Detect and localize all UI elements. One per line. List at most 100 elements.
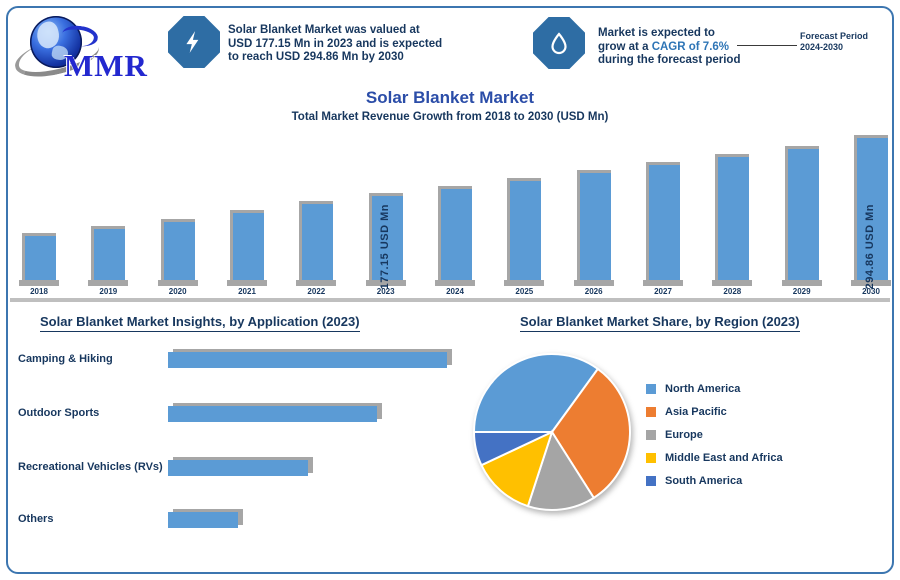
callout-leader-line — [737, 45, 797, 46]
stat2-line2: grow at a CAGR of 7.6% — [598, 40, 730, 53]
x-tick-label: 2023 — [376, 287, 395, 296]
pie-slice-5 — [472, 431, 553, 467]
stat2-line3: during the forecast period — [598, 54, 741, 66]
bar-2019 — [91, 226, 126, 280]
legend-item: South America — [646, 469, 783, 492]
x-tick-label: 2022 — [307, 287, 326, 296]
bar-value-label: 294.86 USD Mn — [864, 203, 876, 289]
bar-pedestal — [88, 280, 129, 286]
x-tick-label: 2021 — [238, 287, 256, 296]
bar-pedestal — [365, 280, 406, 286]
bar-pedestal — [643, 280, 683, 286]
bar-pedestal — [19, 280, 59, 286]
x-tick-label: 2020 — [168, 287, 187, 296]
bar-2018 — [22, 233, 56, 280]
hbar-label: Recreational Vehicles (RVs) — [18, 461, 163, 473]
bar-pedestal — [781, 280, 822, 286]
bar-group-2029: 2029 — [781, 146, 822, 297]
application-bar-chart: Camping & Hiking Outdoor Sports Recreation… — [18, 352, 447, 528]
bar-group-2019: 2019 — [88, 226, 129, 297]
bar-pedestal — [573, 280, 614, 286]
hbar-label: Others — [18, 513, 54, 525]
page-subtitle: Total Market Revenue Growth from 2018 to… — [291, 111, 609, 123]
stat2-text: Market is expected to grow at a CAGR of … — [598, 27, 773, 68]
pie-slice-1 — [472, 353, 600, 433]
bar-2023 — [368, 193, 403, 280]
bar-2029 — [784, 146, 819, 280]
callout-line2: 2024-2030 — [800, 42, 844, 52]
hbar-4 — [168, 512, 238, 528]
bar-2027 — [646, 162, 680, 280]
x-tick-label: 2028 — [723, 287, 742, 296]
bar-pedestal — [851, 280, 891, 286]
hbar-label: Camping & Hiking — [18, 353, 113, 365]
bar-group-2022: 2022 — [296, 201, 337, 297]
bar-pedestal — [712, 280, 753, 286]
x-axis-line — [10, 298, 890, 302]
bar-2022 — [299, 201, 334, 280]
hbar-3 — [168, 460, 308, 476]
bar-group-2018: 2018 — [19, 233, 59, 297]
legend-item: Asia Pacific — [646, 400, 783, 423]
bar-2025 — [507, 178, 542, 280]
left-section-title: Solar Blanket Market Insights, by Applic… — [40, 314, 360, 332]
bar-group-2026: 2026 — [573, 170, 614, 297]
stat1-line2: USD 177.15 Mn in 2023 and is expected — [228, 37, 443, 50]
legend-item: Europe — [646, 423, 783, 446]
bar-pedestal — [157, 280, 198, 286]
bar-pedestal — [435, 280, 475, 286]
bar-group-2027: 2027 — [643, 162, 683, 297]
bar-pedestal — [227, 280, 267, 286]
stat1-line1: Solar Blanket Market was valued at — [228, 24, 420, 36]
pie-legend: North America Asia Pacific Europe Middle Ea… — [646, 377, 783, 492]
callout-line1: Forecast Period — [800, 31, 869, 41]
hbar-2 — [168, 406, 377, 422]
bar-group-2023: 177.15 USD Mn 2023 — [365, 193, 406, 297]
stat1-text: Solar Blanket Market was valued at USD 1… — [228, 24, 468, 65]
bar-group-2020: 2020 — [157, 219, 198, 297]
region-pie-chart — [472, 353, 631, 511]
bar-2024 — [438, 186, 472, 280]
bar-2030 — [854, 135, 888, 280]
bar-group-2025: 2025 — [504, 178, 545, 297]
bar-pedestal — [504, 280, 545, 286]
legend-marker — [646, 452, 656, 463]
x-tick-label: 2018 — [30, 287, 48, 296]
logo-text: MMR — [64, 48, 148, 83]
hbar-label: Outdoor Sports — [18, 407, 100, 419]
revenue-bar-chart: 2018 2019 2020 2021 2022 177.15 USD Mn 2023 202… — [19, 127, 891, 297]
legend-item: Middle East and Africa — [646, 446, 783, 469]
x-tick-label: 2025 — [515, 287, 534, 296]
bar-group-2024: 2024 — [435, 186, 475, 297]
legend-marker — [646, 383, 656, 394]
mmr-logo: MMR — [11, 10, 166, 85]
pie-slice-2 — [550, 367, 631, 500]
legend-label: Europe — [665, 428, 703, 441]
x-tick-label: 2027 — [654, 287, 672, 296]
callout-text: Forecast Period 2024-2030 — [800, 31, 885, 53]
legend-marker — [646, 475, 656, 486]
x-tick-label: 2026 — [584, 287, 603, 296]
stat-badge-2 — [533, 17, 585, 69]
bar-pedestal — [296, 280, 337, 286]
bar-2020 — [160, 219, 195, 280]
pie-slice-4 — [480, 430, 554, 508]
page-title: Solar Blanket Market — [365, 88, 535, 107]
right-section-title: Solar Blanket Market Share, by Region (2… — [520, 314, 800, 332]
stat2-line1: Market is expected to — [598, 27, 715, 39]
legend-label: Asia Pacific — [665, 405, 727, 418]
pie-slice-3 — [526, 429, 596, 511]
bar-group-2021: 2021 — [227, 210, 267, 297]
x-tick-label: 2029 — [792, 287, 811, 296]
legend-item: North America — [646, 377, 783, 400]
water-drop-icon — [551, 32, 567, 55]
x-tick-label: 2030 — [862, 287, 880, 296]
legend-marker — [646, 429, 656, 440]
x-tick-label: 2019 — [99, 287, 118, 296]
legend-marker — [646, 406, 656, 417]
lightning-icon — [186, 31, 199, 53]
cagr-highlight: CAGR of 7.6% — [651, 40, 730, 53]
legend-label: North America — [665, 382, 741, 395]
legend-label: South America — [665, 474, 743, 487]
bar-group-2028: 2028 — [712, 154, 753, 297]
